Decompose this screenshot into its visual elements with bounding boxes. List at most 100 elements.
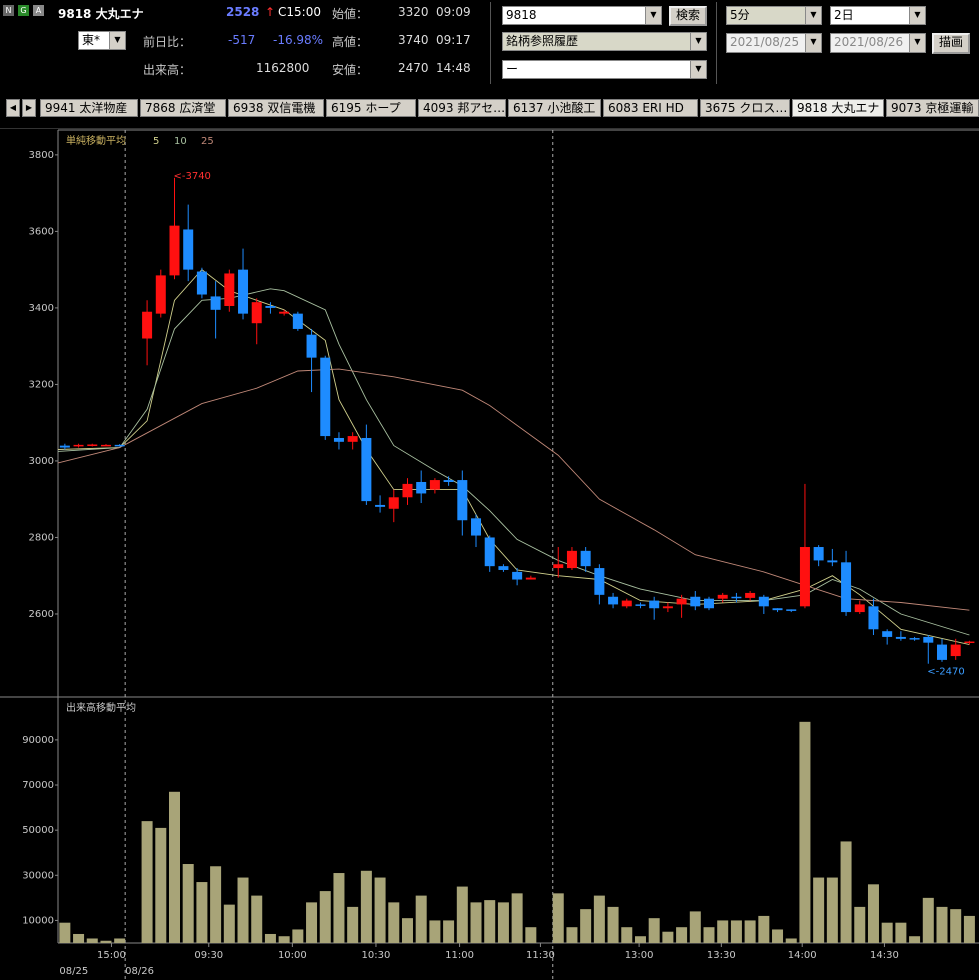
candle-body <box>676 598 687 605</box>
volume-bar <box>730 920 742 943</box>
tab[interactable]: 6938 双信電機 <box>228 99 324 117</box>
candle-body <box>375 504 386 507</box>
candle-body <box>169 225 180 276</box>
date-from[interactable]: 2021/08/25 ▼ <box>726 33 822 53</box>
x-tick-label: 10:30 <box>362 950 391 961</box>
value: 銘柄参照履歴 <box>506 34 579 48</box>
tab-bar: ◀ ▶ 9941 太洋物産 7868 広済堂 6938 双信電機 6195 ホープ 40… <box>0 97 979 119</box>
y-tick-label: 3400 <box>29 303 54 314</box>
candle-body <box>59 445 70 448</box>
arrow: ▼ <box>805 34 821 52</box>
volume-bar <box>840 841 852 943</box>
arrow: ▼ <box>909 7 925 24</box>
volume-bar <box>744 920 756 943</box>
tab[interactable]: 3675 クロス… <box>700 99 790 117</box>
candle-body <box>594 568 605 595</box>
volume-bar <box>593 895 605 943</box>
price: 2528 <box>226 5 260 19</box>
scroll-button[interactable]: ◀ <box>6 99 20 117</box>
moving-average <box>57 288 970 636</box>
y-tick-label: 90000 <box>22 735 54 746</box>
volume-bar <box>497 902 509 943</box>
tab[interactable]: 6137 小池酸工 <box>508 99 601 117</box>
value: 1162800 <box>256 61 310 75</box>
value: 3320 <box>398 5 429 19</box>
candle-body <box>566 550 577 569</box>
legend-entry: 25 <box>201 136 214 147</box>
span-select[interactable]: 2日 ▼ <box>830 6 926 25</box>
candle-body <box>553 564 564 569</box>
stock-name: 9818 大丸エナ <box>58 7 144 21</box>
value: 2021/08/26 <box>834 35 904 49</box>
y-tick-label: 10000 <box>22 915 54 926</box>
time: C15:00 <box>278 5 321 19</box>
candle-body <box>882 631 893 637</box>
volume-bar <box>470 902 482 943</box>
value: 9818 <box>506 8 537 22</box>
tab[interactable]: 9941 太洋物産 <box>40 99 138 117</box>
arrow: ▼ <box>109 32 125 49</box>
interval-select[interactable]: 5分 ▼ <box>726 6 822 25</box>
icon[interactable]: N <box>3 5 14 16</box>
volume-bar <box>881 922 893 943</box>
date-label: 08/25 <box>59 966 88 977</box>
volume-bar <box>484 900 496 943</box>
tab[interactable]: 9073 京極運輸 <box>886 99 979 117</box>
tab[interactable]: 6195 ホープ <box>326 99 416 117</box>
search-input[interactable]: 9818 ▼ <box>502 6 662 25</box>
y-tick-label: 2600 <box>29 609 54 620</box>
tab[interactable]: 6083 ERI HD <box>603 99 698 117</box>
volume-bar <box>319 891 331 943</box>
candle-body <box>758 596 769 607</box>
search-button[interactable]: 検索 <box>669 6 707 26</box>
y-tick-label: 3800 <box>29 150 54 161</box>
x-tick-label: 14:00 <box>788 950 817 961</box>
volume-bar <box>278 936 290 943</box>
date-to[interactable]: 2021/08/26 ▼ <box>830 33 926 53</box>
tab[interactable]: 4093 邦アセ… <box>418 99 506 117</box>
candle-body <box>155 275 166 314</box>
volume-bar <box>895 922 907 943</box>
draw-button[interactable]: 描画 <box>932 33 970 54</box>
candle-body <box>731 596 742 599</box>
volume-bar <box>210 866 222 943</box>
candle-body <box>238 269 249 314</box>
candle-body <box>868 606 879 630</box>
volume-bar <box>456 886 468 943</box>
icon[interactable]: A <box>33 5 44 16</box>
candle-body <box>87 444 98 446</box>
volume-bar <box>799 721 811 943</box>
volume-bar <box>306 902 318 943</box>
volume-bar <box>388 902 400 943</box>
icon[interactable]: G <box>18 5 29 16</box>
arrow: ↑ <box>265 5 276 19</box>
volume-bar <box>511 893 523 943</box>
label: 安値： <box>332 63 369 77</box>
candle-body <box>621 600 632 607</box>
volume-bar <box>689 911 701 943</box>
candle-body <box>772 608 783 611</box>
volume-bar <box>607 906 619 943</box>
volume-bar <box>292 929 304 943</box>
x-tick-label: 11:30 <box>526 950 555 961</box>
tab[interactable]: 9818 大丸エナ <box>792 99 884 117</box>
candle-body <box>361 437 372 502</box>
x-tick-label: 10:00 <box>278 950 307 961</box>
value: 14:48 <box>436 61 471 75</box>
candle-body <box>224 273 235 306</box>
candle-body <box>841 562 852 613</box>
candle-body <box>649 600 660 609</box>
volume-bar <box>196 882 208 943</box>
tab[interactable]: 7868 広済堂 <box>140 99 226 117</box>
candle-body <box>183 229 194 270</box>
volume-bar <box>813 877 825 943</box>
market-select[interactable]: 東* ▼ <box>78 31 126 50</box>
volume-bar <box>854 906 866 943</box>
candle-body <box>320 357 331 437</box>
candle-body <box>717 594 728 599</box>
scroll-button[interactable]: ▶ <box>22 99 36 117</box>
blank-select[interactable]: ー ▼ <box>502 60 707 79</box>
candle-body <box>292 313 303 329</box>
history-select[interactable]: 銘柄参照履歴 ▼ <box>502 32 707 51</box>
